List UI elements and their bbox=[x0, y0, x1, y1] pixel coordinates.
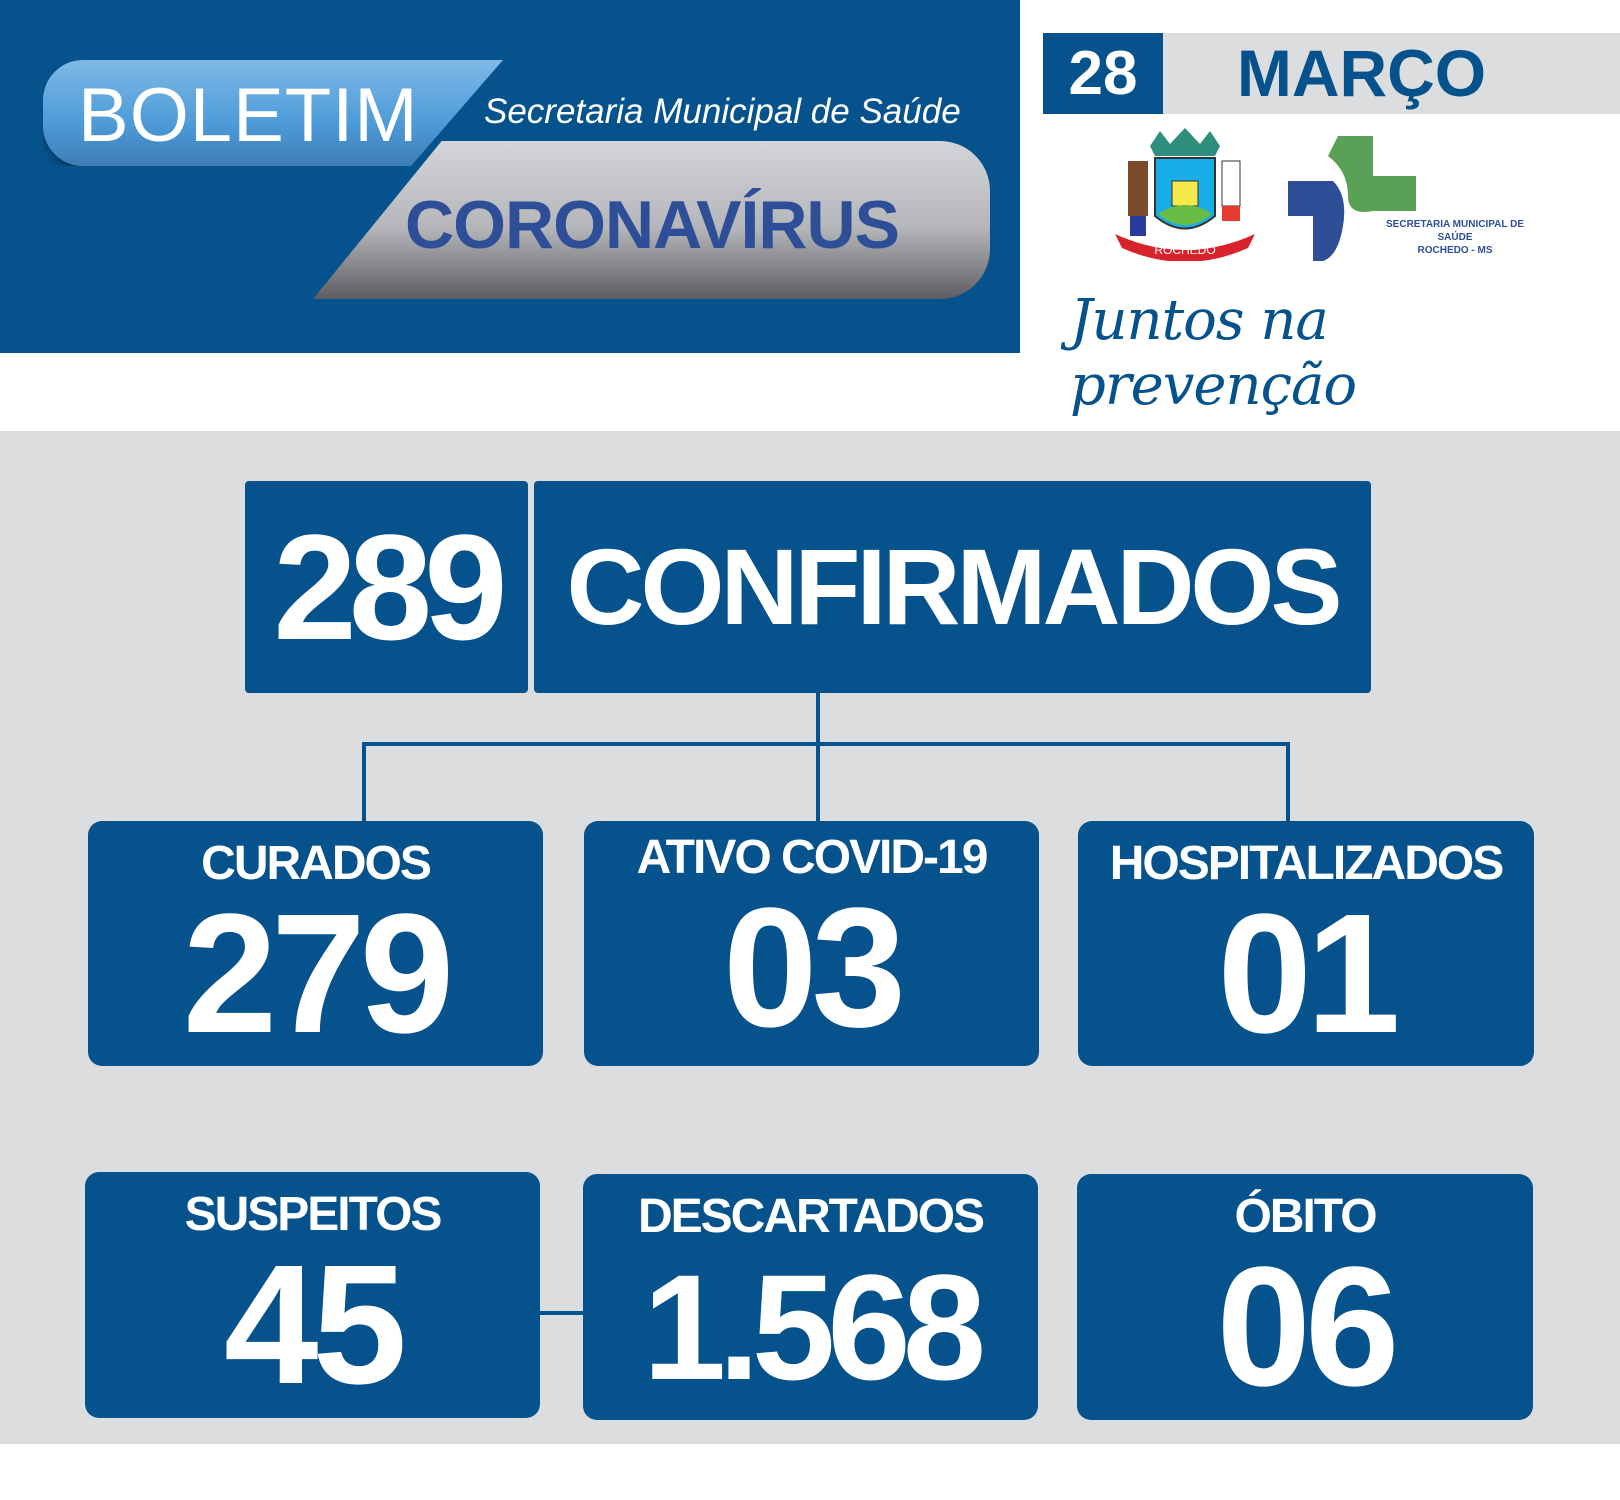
card-value: 1.568 bbox=[642, 1243, 986, 1411]
saude-logo-line2: ROCHEDO - MS bbox=[1417, 245, 1493, 256]
coronavirus-title: CORONAVÍRUS bbox=[405, 187, 900, 263]
card-curados: CURADOS 279 bbox=[88, 821, 543, 1066]
card-value: 01 bbox=[1217, 879, 1400, 1069]
coronavirus-pill bbox=[313, 141, 990, 299]
card-value: 06 bbox=[1216, 1232, 1399, 1422]
confirmed-label: CONFIRMADOS bbox=[534, 481, 1371, 693]
connector-right bbox=[1286, 742, 1290, 821]
confirmed-count: 289 bbox=[245, 481, 528, 693]
boletim-title: BOLETIM bbox=[78, 73, 419, 158]
saude-logo-text: SECRETARIA MUNICIPAL DE SAÚDE ROCHEDO - … bbox=[1375, 218, 1535, 257]
connector-horizontal bbox=[362, 742, 1290, 746]
secretaria-subtitle: Secretaria Municipal de Saúde bbox=[484, 92, 961, 131]
card-label: CURADOS bbox=[201, 837, 432, 890]
card-label: DESCARTADOS bbox=[637, 1190, 985, 1243]
saude-cross-logo-icon bbox=[1288, 136, 1416, 261]
card-label: ATIVO COVID-19 bbox=[636, 831, 989, 884]
card-label: HOSPITALIZADOS bbox=[1109, 837, 1504, 890]
card-label: ÓBITO bbox=[1234, 1190, 1377, 1243]
card-suspeitos: SUSPEITOS 45 bbox=[85, 1172, 540, 1418]
saude-logo-line1: SECRETARIA MUNICIPAL DE SAÚDE bbox=[1386, 219, 1524, 243]
card-obito: ÓBITO 06 bbox=[1077, 1174, 1533, 1420]
card-descartados: DESCARTADOS 1.568 bbox=[583, 1174, 1038, 1420]
card-hospitalizados: HOSPITALIZADOS 01 bbox=[1078, 821, 1534, 1066]
card-value: 279 bbox=[182, 879, 455, 1069]
card-ativo: ATIVO COVID-19 03 bbox=[584, 821, 1039, 1066]
card-value: 03 bbox=[722, 873, 906, 1063]
connector-vertical bbox=[816, 693, 820, 821]
card-value: 45 bbox=[223, 1230, 407, 1420]
date-day: 28 bbox=[1043, 33, 1163, 114]
connector-suspeitos-descartados bbox=[540, 1311, 584, 1315]
slogan: Juntos na prevenção bbox=[1070, 288, 1357, 418]
connector-left bbox=[362, 742, 366, 821]
date-month: MARÇO bbox=[1163, 33, 1620, 114]
rochedo-crest-icon: ROCHEDO bbox=[1115, 128, 1255, 261]
card-label: SUSPEITOS bbox=[184, 1188, 443, 1241]
crest-text: ROCHEDO bbox=[1154, 243, 1215, 257]
